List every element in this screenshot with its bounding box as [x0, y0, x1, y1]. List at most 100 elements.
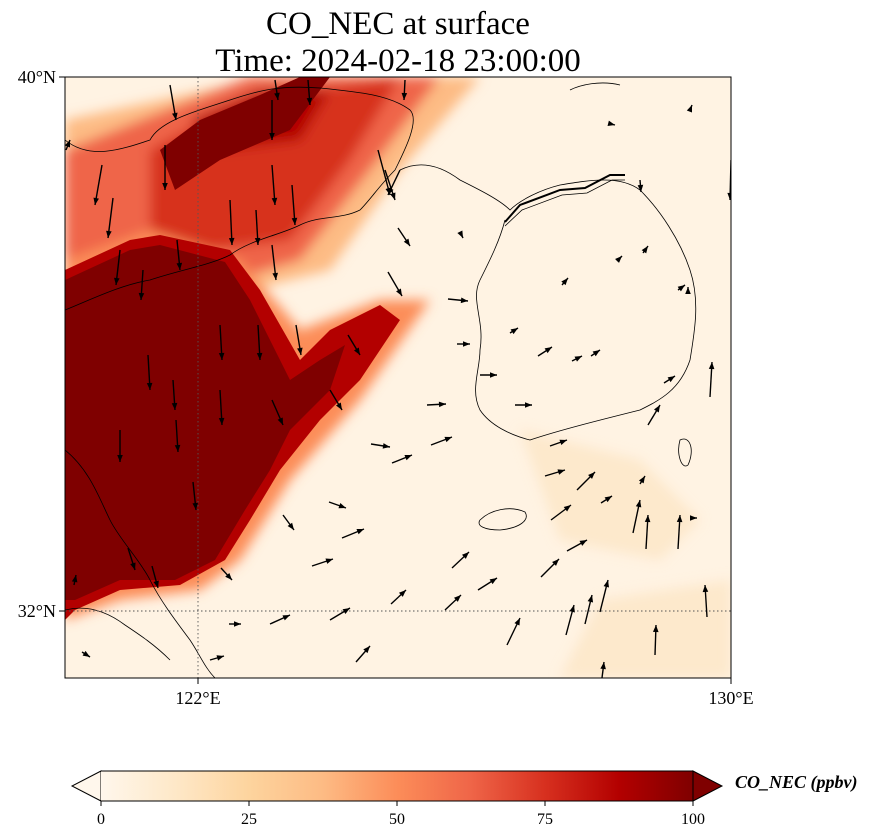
wind-arrow-head — [282, 615, 290, 621]
wind-arrow-head — [557, 469, 565, 475]
wind-arrow-head — [600, 662, 606, 670]
wind-arrow-head — [297, 347, 303, 355]
wind-arrow-head — [335, 402, 342, 410]
lon-tick-label: 130°E — [708, 688, 753, 708]
wind-arrow-head — [641, 246, 648, 254]
wind-arrow-head — [574, 356, 582, 362]
wind-arrow-head — [461, 552, 469, 559]
wind-arrow-head — [65, 140, 70, 148]
wind-arrow-head — [676, 515, 683, 523]
wind-arrow-head — [667, 376, 675, 383]
wind-arrow-head — [256, 352, 263, 360]
wind-arrow-head — [685, 287, 691, 294]
wind-arrow-head — [559, 439, 567, 445]
wind-arrow-head — [603, 580, 610, 588]
wind-arrow-head — [460, 297, 468, 304]
wind-arrow-head — [587, 595, 594, 603]
wind-arrow-head — [438, 401, 446, 408]
wind-arrow-head — [615, 256, 622, 263]
wind-arrow-head — [342, 608, 350, 615]
wind-arrow-head — [146, 382, 153, 390]
wind-arrow-head — [708, 362, 715, 370]
wind-arrow-head — [686, 105, 692, 113]
concentration-field — [65, 77, 731, 678]
wind-arrow-head — [510, 328, 518, 335]
wind-arrow-head — [287, 522, 294, 530]
colorbar-extend-max — [692, 770, 724, 802]
axis-ticks — [59, 76, 732, 684]
wind-arrow-head — [225, 572, 232, 580]
wind-arrow-head — [514, 618, 520, 626]
wind-arrow-head — [727, 192, 731, 200]
wind-arrow-head — [269, 133, 275, 140]
colorbar-tick-label: 25 — [241, 811, 257, 828]
wind-arrow-head — [174, 444, 181, 452]
wind-arrow-shaft — [229, 199, 233, 246]
wind-arrow-head — [218, 417, 225, 425]
wind-arrow-head — [272, 272, 278, 280]
colorbar-tick-label: 0 — [97, 811, 105, 828]
wind-arrow-head — [579, 540, 587, 546]
wind-vectors — [65, 79, 731, 678]
wind-arrow-head — [644, 515, 651, 523]
wind-arrow-head — [325, 558, 333, 564]
wind-arrow-head — [363, 646, 370, 654]
wind-arrow-head — [390, 192, 396, 200]
wind-arrow-head — [228, 237, 235, 245]
wind-arrow-head — [277, 417, 283, 425]
wind-arrow-head — [93, 197, 99, 205]
wind-arrow-head — [218, 352, 225, 360]
wind-arrow-head — [635, 500, 642, 508]
lat-tick-label: 32°N — [18, 601, 56, 621]
wind-arrow-head — [702, 585, 709, 593]
wind-arrow-head — [592, 350, 600, 357]
wind-arrow-head — [382, 443, 390, 449]
wind-arrow-head — [274, 92, 280, 100]
wind-arrow-head — [401, 92, 408, 100]
wind-arrow-head — [162, 183, 168, 190]
wind-arrow-head — [353, 347, 360, 355]
wind-arrow-head — [356, 529, 364, 535]
wind-arrow-head — [130, 562, 136, 570]
wind-arrow-head — [453, 595, 461, 602]
wind-arrow-head — [398, 590, 406, 597]
map-title: CO_NEC at surface — [266, 6, 530, 42]
colorbar-tick-label: 100 — [681, 811, 705, 828]
wind-arrow-head — [561, 278, 568, 286]
gridlines — [65, 77, 731, 678]
wind-arrow-head — [638, 476, 645, 484]
wind-arrow-head — [457, 230, 463, 238]
colorbar-extend-min — [70, 770, 102, 802]
wind-arrow-head — [552, 559, 559, 566]
coastlines — [65, 82, 697, 678]
wind-arrow-head — [71, 575, 78, 583]
wind-arrow-head — [82, 650, 90, 657]
colorbar-title: CO_NEC (ppbv) — [735, 772, 858, 793]
wind-arrow-head — [171, 402, 178, 410]
wind-arrow-head — [677, 285, 685, 292]
wind-arrow-head — [563, 505, 571, 512]
wind-arrow-head — [490, 372, 497, 378]
wind-arrow-head — [403, 238, 410, 246]
wind-arrow-head — [271, 197, 278, 205]
wind-arrow-head — [306, 97, 313, 105]
wind-arrow-head — [588, 472, 595, 479]
wind-arrow-head — [396, 288, 402, 296]
colorbar: 0 25 50 75 100 CO_NEC (ppbv) — [70, 770, 858, 828]
wind-arrow-shaft — [377, 149, 391, 196]
wind-arrow-head — [172, 112, 178, 120]
wind-arrow-head — [216, 655, 224, 661]
wind-arrow-head — [404, 455, 412, 461]
wind-arrow-head — [106, 230, 112, 238]
colorbar-tick-label: 75 — [537, 811, 553, 828]
colorbar-tick-label: 50 — [389, 811, 405, 828]
wind-arrow-head — [176, 262, 183, 270]
wind-arrow-head — [254, 237, 261, 245]
wind-arrow-head — [463, 341, 470, 347]
wind-arrow-head — [607, 120, 615, 127]
wind-arrow-head — [114, 277, 120, 285]
wind-arrow-head — [338, 503, 346, 509]
wind-arrow-head — [690, 515, 697, 521]
wind-arrow-head — [604, 496, 612, 503]
